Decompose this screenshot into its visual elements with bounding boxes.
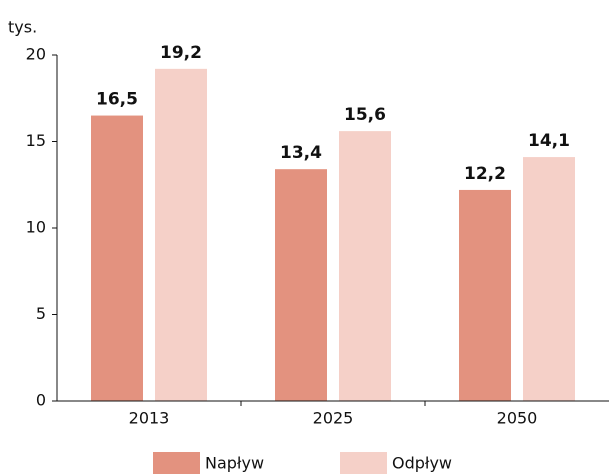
bar: [339, 131, 391, 401]
y-tick-label: 10: [26, 218, 46, 237]
value-label: 19,2: [160, 43, 202, 63]
y-axis-label: tys.: [8, 18, 37, 37]
bar: [91, 115, 143, 402]
value-label: 15,6: [344, 105, 386, 125]
legend-swatch: [153, 452, 200, 474]
value-label: 13,4: [280, 143, 322, 163]
legend-label: Napływ: [205, 454, 264, 473]
bar: [155, 68, 207, 401]
x-tick-label: 2025: [313, 409, 354, 428]
y-tick-label: 5: [36, 304, 46, 323]
legend-swatch: [340, 452, 387, 474]
y-tick-label: 15: [26, 131, 46, 150]
value-label: 12,2: [464, 164, 506, 184]
bar: [523, 157, 575, 401]
legend-label: Odpływ: [392, 454, 452, 473]
bar: [275, 169, 327, 401]
value-label: 16,5: [96, 90, 138, 110]
x-tick-label: 2013: [129, 409, 170, 428]
x-tick-label: 2050: [497, 409, 538, 428]
y-tick-label: 0: [36, 391, 46, 410]
value-label: 14,1: [528, 131, 570, 151]
bar: [459, 189, 511, 401]
y-tick-label: 20: [26, 45, 46, 64]
